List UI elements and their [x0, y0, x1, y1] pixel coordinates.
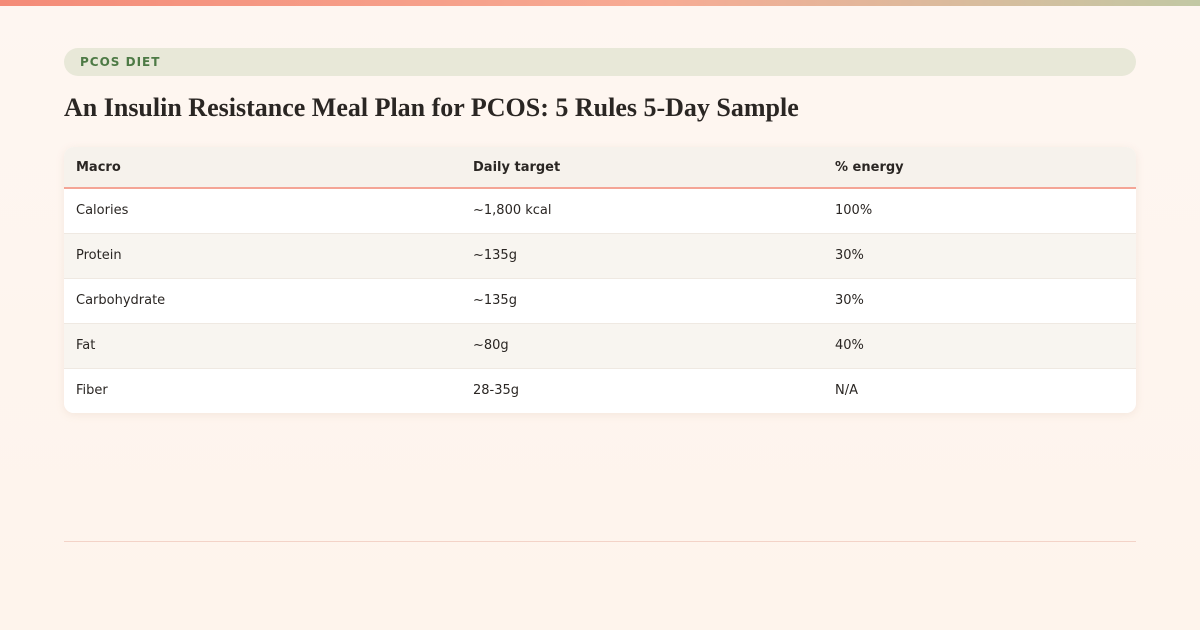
cell-daily-target: ~80g	[461, 322, 823, 368]
table-row: Fat ~80g 40%	[64, 322, 1136, 368]
header-energy: % energy	[823, 147, 1136, 189]
cell-macro: Carbohydrate	[64, 277, 461, 323]
cell-energy: 100%	[835, 203, 873, 219]
top-accent-bar	[0, 0, 1200, 6]
macro-table-card: Macro Daily target % energy Calories ~1,…	[64, 147, 1136, 413]
cell-energy: 40%	[823, 322, 1136, 368]
header-macro: Macro	[64, 147, 461, 189]
cell-macro: Fat	[64, 322, 461, 368]
footer-divider	[64, 541, 1136, 542]
cell-daily-target: ~1,800 kcal	[473, 203, 552, 219]
cell-daily-target: ~135g	[461, 277, 823, 323]
cell-energy: N/A	[823, 367, 1136, 413]
cell-macro: Calories	[76, 203, 129, 219]
table-row: Calories ~1,800 kcal 100%	[64, 188, 1136, 233]
table-row: Fiber 28-35g N/A	[64, 367, 1136, 413]
header-daily-target: Daily target	[461, 147, 823, 189]
page-title: An Insulin Resistance Meal Plan for PCOS…	[64, 93, 799, 122]
cell-macro: Fiber	[64, 367, 461, 413]
category-label: PCOS DIET	[80, 55, 161, 69]
table-header-row: Macro Daily target % energy	[64, 147, 1136, 189]
table-row: Carbohydrate ~135g 30%	[64, 277, 1136, 323]
cell-daily-target: 28-35g	[461, 367, 823, 413]
table-row: Protein ~135g 30%	[64, 232, 1136, 278]
cell-energy: 30%	[823, 277, 1136, 323]
cell-energy: 30%	[823, 232, 1136, 278]
cell-daily-target: ~135g	[461, 232, 823, 278]
macro-table: Macro Daily target % energy Calories ~1,…	[64, 147, 1136, 413]
category-pill: PCOS DIET	[64, 48, 1136, 76]
cell-macro: Protein	[64, 232, 461, 278]
